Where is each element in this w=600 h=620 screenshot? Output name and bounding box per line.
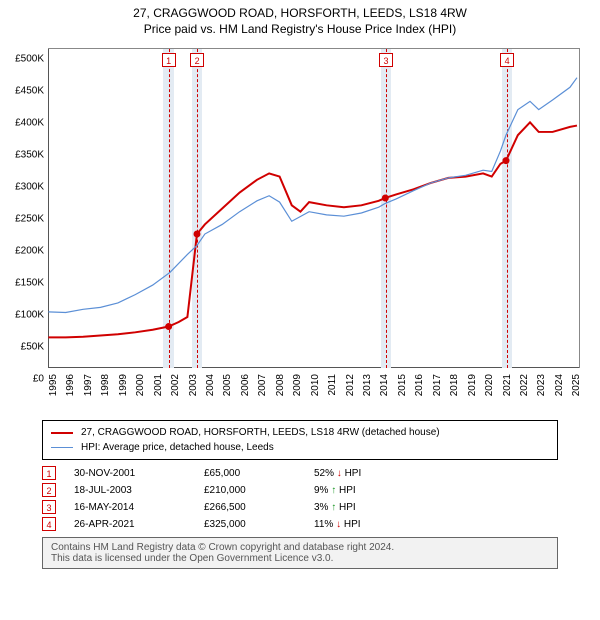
transaction-dot	[382, 194, 389, 201]
footer-line-2: This data is licensed under the Open Gov…	[51, 553, 549, 564]
x-tick-label: 2018	[449, 374, 461, 396]
tx-date: 30-NOV-2001	[74, 468, 204, 479]
x-tick-label: 1997	[83, 374, 95, 396]
x-tick-label: 2023	[536, 374, 548, 396]
tx-price: £325,000	[204, 519, 314, 530]
tx-price: £266,500	[204, 502, 314, 513]
x-tick-label: 2015	[397, 374, 409, 396]
y-tick-label: £200K	[0, 246, 44, 257]
x-tick-label: 2025	[571, 374, 583, 396]
x-tick-label: 2012	[345, 374, 357, 396]
x-tick-label: 2014	[379, 374, 391, 396]
tx-number-box: 3	[42, 500, 56, 514]
tx-price: £210,000	[204, 485, 314, 496]
y-tick-label: £150K	[0, 278, 44, 289]
table-row: 4 26-APR-2021£325,00011% ↓ HPI	[42, 517, 558, 531]
x-tick-label: 2016	[414, 374, 426, 396]
legend: 27, CRAGGWOOD ROAD, HORSFORTH, LEEDS, LS…	[42, 420, 558, 460]
tx-date: 26-APR-2021	[74, 519, 204, 530]
footer-line-1: Contains HM Land Registry data © Crown c…	[51, 542, 549, 553]
y-tick-label: £350K	[0, 150, 44, 161]
plot-area: 12 3 4	[48, 48, 580, 368]
tx-vs: HPI	[336, 502, 355, 513]
x-tick-label: 2002	[170, 374, 182, 396]
x-tick-label: 2010	[310, 374, 322, 396]
x-tick-label: 2003	[188, 374, 200, 396]
x-tick-label: 2017	[432, 374, 444, 396]
x-tick-label: 2007	[257, 374, 269, 396]
series-property	[48, 122, 577, 337]
legend-swatch	[51, 432, 73, 434]
legend-label: HPI: Average price, detached house, Leed…	[81, 440, 274, 455]
x-tick-label: 2009	[292, 374, 304, 396]
tx-delta: 52% ↓ HPI	[314, 468, 434, 479]
x-tick-label: 1996	[65, 374, 77, 396]
tx-number-box: 2	[42, 483, 56, 497]
legend-label: 27, CRAGGWOOD ROAD, HORSFORTH, LEEDS, LS…	[81, 425, 440, 440]
tx-number-box: 1	[42, 466, 56, 480]
x-tick-label: 1995	[48, 374, 60, 396]
x-tick-label: 2001	[153, 374, 165, 396]
x-tick-label: 2020	[484, 374, 496, 396]
series-svg	[48, 49, 579, 368]
x-tick-label: 2021	[502, 374, 514, 396]
x-tick-label: 1998	[100, 374, 112, 396]
legend-item: HPI: Average price, detached house, Leed…	[51, 440, 549, 455]
x-tick-label: 2019	[467, 374, 479, 396]
x-tick-label: 2022	[519, 374, 531, 396]
tx-delta: 11% ↓ HPI	[314, 519, 434, 530]
x-tick-label: 2008	[275, 374, 287, 396]
transaction-dot	[165, 323, 172, 330]
table-row: 1 30-NOV-2001£65,00052% ↓ HPI	[42, 466, 558, 480]
legend-item: 27, CRAGGWOOD ROAD, HORSFORTH, LEEDS, LS…	[51, 425, 549, 440]
series-hpi	[48, 78, 577, 313]
legend-swatch	[51, 447, 73, 448]
x-axis-labels: 1995 1996 1997 1998 1999 2000 2001 2002 2003 2004…	[48, 370, 580, 416]
x-tick-label: 2013	[362, 374, 374, 396]
y-tick-label: £50K	[0, 342, 44, 353]
tx-vs: HPI	[336, 485, 355, 496]
x-tick-label: 2006	[240, 374, 252, 396]
transaction-dot	[194, 231, 201, 238]
marker-number-box: 4	[500, 53, 514, 67]
tx-delta-pct: 52%	[314, 468, 337, 479]
x-tick-label: 2000	[135, 374, 147, 396]
table-row: 2 18-JUL-2003£210,0009% ↑ HPI	[42, 483, 558, 497]
y-tick-label: £400K	[0, 118, 44, 129]
x-tick-label: 2011	[327, 374, 339, 396]
tx-date: 16-MAY-2014	[74, 502, 204, 513]
attribution-footer: Contains HM Land Registry data © Crown c…	[42, 537, 558, 569]
tx-vs: HPI	[342, 468, 361, 479]
marker-number-box: 3	[379, 53, 393, 67]
x-tick-label: 1999	[118, 374, 130, 396]
y-tick-label: £450K	[0, 86, 44, 97]
tx-price: £65,000	[204, 468, 314, 479]
tx-vs: HPI	[341, 519, 360, 530]
x-tick-label: 2005	[222, 374, 234, 396]
title-subtitle: Price paid vs. HM Land Registry's House …	[10, 22, 590, 36]
x-tick-label: 2004	[205, 374, 217, 396]
y-tick-label: £250K	[0, 214, 44, 225]
title-block: 27, CRAGGWOOD ROAD, HORSFORTH, LEEDS, LS…	[0, 0, 600, 38]
y-tick-label: £100K	[0, 310, 44, 321]
figure: 27, CRAGGWOOD ROAD, HORSFORTH, LEEDS, LS…	[0, 0, 600, 569]
y-tick-label: £500K	[0, 54, 44, 65]
transaction-dot	[502, 157, 509, 164]
tx-delta-pct: 3%	[314, 502, 331, 513]
tx-number-box: 4	[42, 517, 56, 531]
tx-delta-pct: 9%	[314, 485, 331, 496]
marker-number-box: 1	[162, 53, 176, 67]
tx-delta: 9% ↑ HPI	[314, 485, 434, 496]
chart: £0 £50K £100K £150K £200K £250K £300K £350K £400…	[0, 38, 600, 418]
transaction-table: 1 30-NOV-2001£65,00052% ↓ HPI 2 18-JUL-2003…	[42, 466, 558, 531]
tx-delta: 3% ↑ HPI	[314, 502, 434, 513]
title-address: 27, CRAGGWOOD ROAD, HORSFORTH, LEEDS, LS…	[10, 6, 590, 20]
marker-number-box: 2	[190, 53, 204, 67]
y-tick-label: £300K	[0, 182, 44, 193]
x-tick-label: 2024	[554, 374, 566, 396]
tx-date: 18-JUL-2003	[74, 485, 204, 496]
tx-delta-pct: 11%	[314, 519, 336, 530]
y-tick-label: £0	[0, 374, 44, 385]
table-row: 3 16-MAY-2014£266,5003% ↑ HPI	[42, 500, 558, 514]
